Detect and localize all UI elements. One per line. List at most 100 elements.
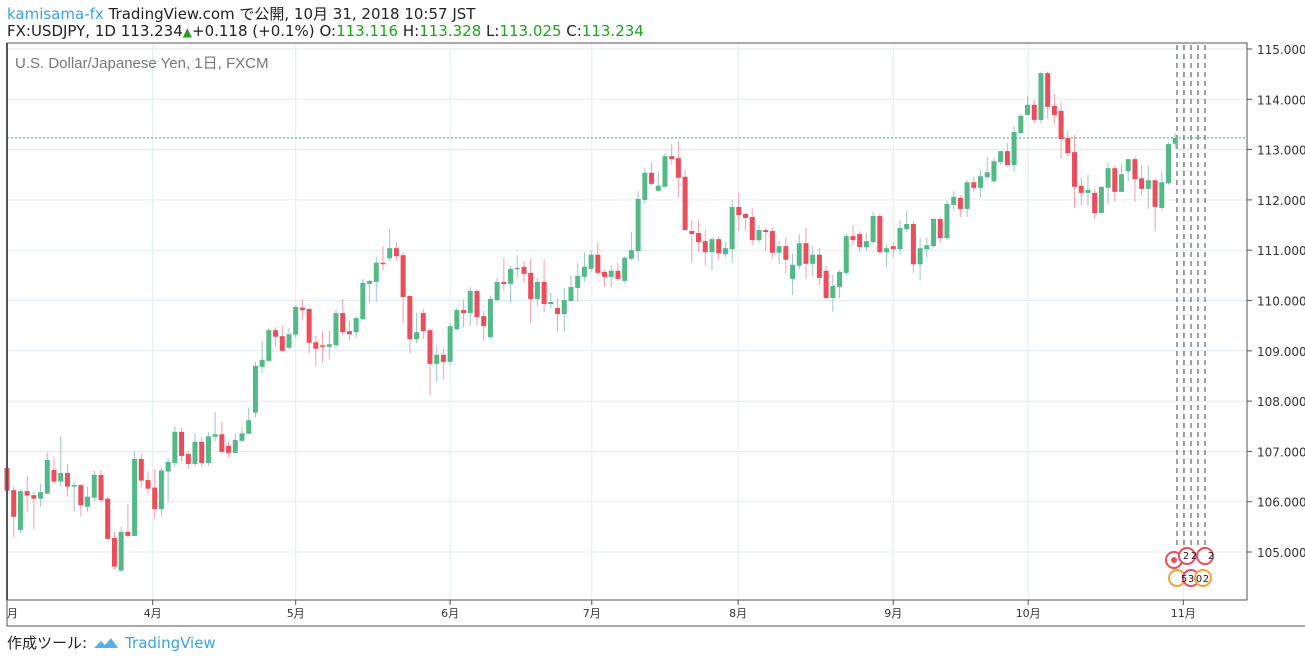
candle-body bbox=[810, 254, 816, 264]
candle-body bbox=[1112, 168, 1118, 192]
symbol-info: FX:USDJPY, 1D 113.234▲+0.118 (+0.1%) O:1… bbox=[7, 22, 644, 40]
candle-body bbox=[1152, 180, 1158, 207]
candle-body bbox=[1072, 152, 1078, 187]
time-tick-label: 7月 bbox=[583, 607, 601, 620]
candle-body bbox=[984, 172, 990, 178]
price-tick-label: 108.000 bbox=[1257, 395, 1305, 409]
candle-body bbox=[816, 254, 822, 278]
candle-body bbox=[461, 310, 467, 314]
candle bbox=[326, 330, 332, 360]
time-axis[interactable]: 月 4月 5月 6月 7月 8月 9月 10月 11月 bbox=[6, 600, 1196, 620]
candle bbox=[541, 259, 547, 313]
tradingview-logo-icon bbox=[94, 637, 119, 648]
candle bbox=[884, 244, 890, 268]
candle-body bbox=[407, 295, 413, 340]
candle-body bbox=[1159, 182, 1165, 208]
price-tick-label: 115.000 bbox=[1257, 43, 1305, 57]
candle-body bbox=[850, 236, 856, 241]
candle bbox=[830, 274, 836, 312]
candle bbox=[98, 470, 104, 503]
candle-body bbox=[944, 203, 950, 239]
price-change: +0.118 (+0.1%) bbox=[192, 22, 315, 40]
candle-body bbox=[400, 255, 406, 297]
candle-body bbox=[1031, 104, 1037, 120]
candle-body bbox=[467, 290, 473, 314]
candle bbox=[461, 299, 467, 328]
time-tick-label: 4月 bbox=[144, 607, 162, 620]
time-tick-label: 10月 bbox=[1016, 607, 1041, 620]
tradingview-link[interactable]: TradingView bbox=[125, 633, 216, 652]
candle-body bbox=[521, 266, 527, 274]
candle bbox=[346, 320, 352, 341]
candle bbox=[340, 298, 346, 335]
publish-info: kamisama-fx TradingView.com で公開, 10月 31,… bbox=[7, 3, 475, 24]
candle-body bbox=[790, 264, 796, 279]
candle bbox=[675, 141, 681, 198]
candle bbox=[1025, 95, 1031, 116]
published-text: TradingView.com で公開, 10月 31, 2018 10:57 … bbox=[108, 5, 476, 23]
event-badge-icon[interactable] bbox=[1196, 547, 1214, 565]
candle-body bbox=[1058, 110, 1064, 140]
open-value: 113.116 bbox=[336, 22, 399, 40]
open-label: O: bbox=[319, 22, 337, 40]
candle bbox=[380, 246, 386, 271]
chart-title: U.S. Dollar/Japanese Yen, 1日, FXCM bbox=[15, 55, 268, 72]
candle-body bbox=[360, 282, 366, 320]
candle-body bbox=[31, 495, 37, 499]
candle bbox=[890, 242, 896, 257]
close-label: C: bbox=[566, 22, 582, 40]
candle-body bbox=[313, 342, 319, 349]
candle-body bbox=[340, 313, 346, 333]
candle-body bbox=[1078, 185, 1084, 193]
candle bbox=[763, 228, 769, 252]
time-axis-border bbox=[6, 600, 1305, 627]
candle-body bbox=[675, 158, 681, 178]
price-tick-label: 111.000 bbox=[1257, 244, 1305, 258]
price-tick-label: 110.000 bbox=[1257, 295, 1305, 309]
candle-body bbox=[897, 228, 903, 250]
candle bbox=[373, 256, 379, 303]
event-badge-icon[interactable] bbox=[1178, 547, 1196, 565]
symbol-label: FX:USDJPY, 1D bbox=[7, 22, 116, 40]
candle-body bbox=[205, 436, 211, 463]
candle-body bbox=[1132, 159, 1138, 180]
candle-body bbox=[138, 458, 144, 481]
candle bbox=[1166, 142, 1172, 185]
candle-body bbox=[11, 490, 17, 517]
event-badges[interactable]: 2 2 25 3 0 2 bbox=[1165, 547, 1214, 587]
candle-body bbox=[837, 271, 843, 287]
candle-body bbox=[293, 307, 299, 335]
candle bbox=[816, 248, 822, 285]
candle bbox=[138, 453, 144, 488]
candle-body bbox=[978, 176, 984, 188]
candle bbox=[414, 313, 420, 344]
event-badge-count: 0 bbox=[1196, 574, 1202, 585]
candle bbox=[729, 199, 735, 263]
candle-body bbox=[333, 313, 339, 346]
candle bbox=[31, 491, 37, 530]
event-badge-icon[interactable] bbox=[1194, 569, 1212, 587]
author-link[interactable]: kamisama-fx bbox=[7, 5, 104, 23]
candle-body bbox=[152, 487, 158, 510]
candle bbox=[931, 218, 937, 248]
candle bbox=[1152, 178, 1158, 232]
candle bbox=[823, 265, 829, 299]
candle bbox=[1038, 71, 1044, 124]
candle-body bbox=[1065, 138, 1071, 154]
candle-body bbox=[575, 275, 581, 288]
low-value: 113.025 bbox=[499, 22, 562, 40]
candle bbox=[286, 328, 292, 350]
candle bbox=[487, 295, 493, 339]
candle bbox=[649, 162, 655, 186]
candle bbox=[71, 481, 77, 512]
price-tick-label: 112.000 bbox=[1257, 194, 1305, 208]
price-axis[interactable]: 105.000 106.000 107.000 108.000 109.000 110.0… bbox=[1247, 43, 1305, 560]
candle-body bbox=[548, 302, 554, 305]
candle bbox=[91, 470, 97, 502]
candle bbox=[1098, 186, 1104, 213]
candle-body bbox=[320, 345, 326, 347]
candle-body bbox=[1038, 73, 1044, 120]
candle-body bbox=[1004, 151, 1010, 166]
event-badge-count: 2 bbox=[1203, 574, 1209, 585]
